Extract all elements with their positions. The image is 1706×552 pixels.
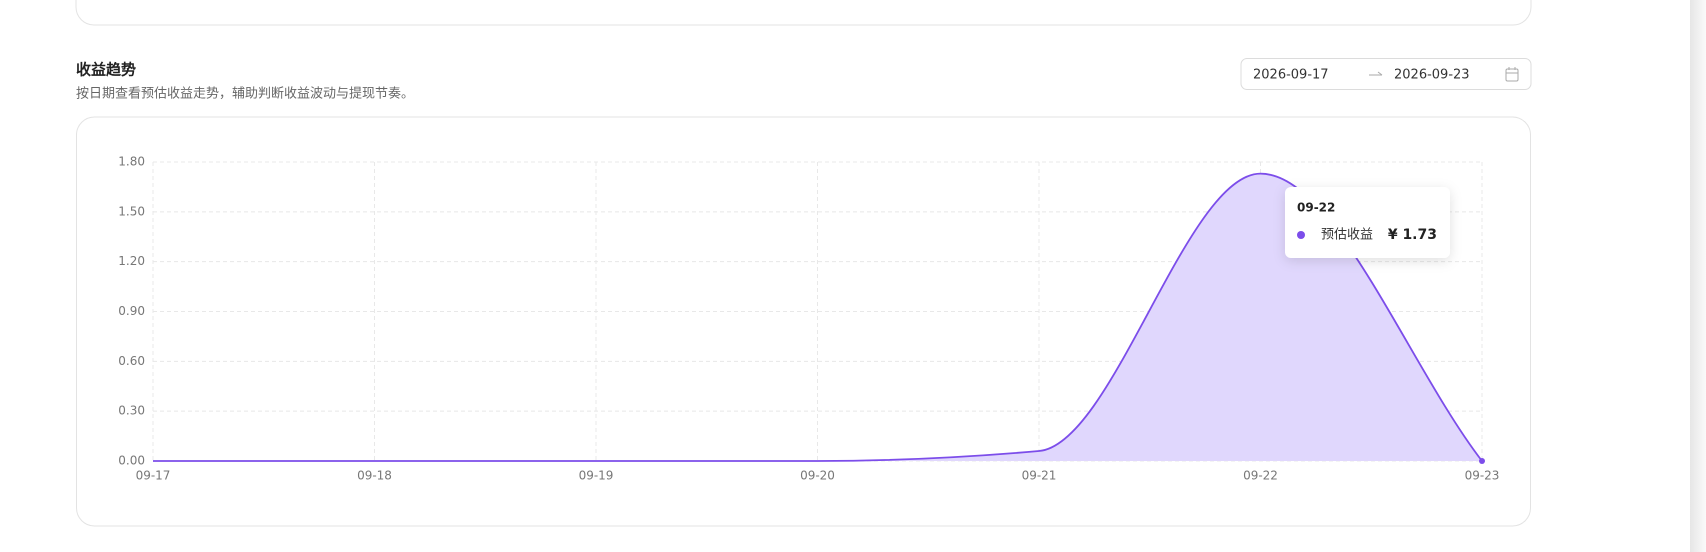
date-picker-box[interactable] [1240,58,1532,90]
y-tick-label: 1.80 [118,155,145,169]
x-tick-label: 09-17 [136,469,171,483]
section-title: 收益趋势 [76,61,136,79]
x-tick-label: 09-20 [800,469,835,483]
tooltip-box [1285,187,1450,258]
x-tick-label: 09-18 [357,469,392,483]
tooltip: 09-22 预估收益 ¥ 1.73 [1285,187,1450,258]
y-tick-label: 0.00 [118,454,145,468]
y-tick-label: 0.60 [118,354,145,368]
scrollbar-edge [1690,0,1706,552]
y-tick-label: 1.50 [118,204,145,218]
tooltip-value: ¥ 1.73 [1388,227,1437,243]
date-range-picker[interactable]: 2026-09-17 2026-09-23 [1240,58,1532,90]
tooltip-series-name: 预估收益 [1321,228,1373,243]
y-tick-label: 0.90 [118,304,145,318]
x-tick-label: 09-22 [1243,469,1278,483]
x-tick-label: 09-21 [1022,469,1057,483]
y-tick-label: 0.30 [118,404,145,418]
x-tick-label: 09-19 [579,469,614,483]
range-arrow [1369,71,1383,76]
y-tick-label: 1.20 [118,254,145,268]
area-fill [153,173,1482,461]
end-date[interactable]: 2026-09-23 [1394,68,1470,83]
start-date[interactable]: 2026-09-17 [1253,68,1329,83]
tooltip-date: 09-22 [1297,201,1335,215]
section-subtitle: 按日期查看预估收益走势，辅助判断收益波动与提现节奏。 [76,86,414,102]
previous-card [75,0,1532,26]
line [153,172,1483,462]
end-point [1479,458,1485,464]
x-tick-label: 09-23 [1465,469,1500,483]
calendar-icon[interactable] [1505,67,1519,82]
tooltip-dot [1297,231,1305,239]
